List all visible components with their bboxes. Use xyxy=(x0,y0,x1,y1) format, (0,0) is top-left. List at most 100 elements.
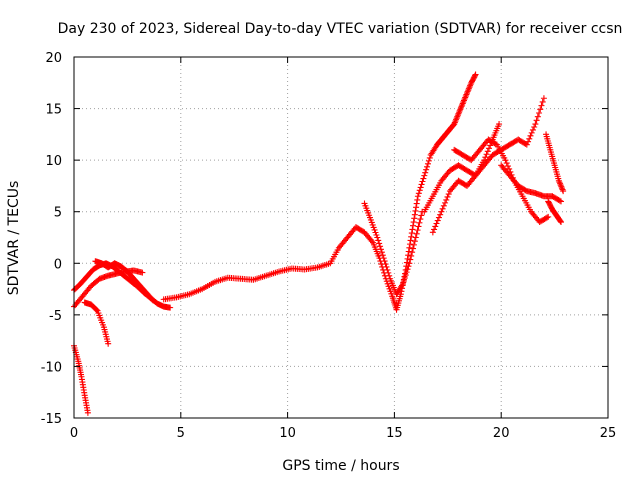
data-point xyxy=(400,277,407,284)
data-point xyxy=(84,409,91,416)
data-point xyxy=(411,211,418,218)
data-point xyxy=(444,193,451,200)
data-point xyxy=(482,154,489,161)
data-point xyxy=(527,132,534,139)
data-point xyxy=(407,256,414,263)
data-point xyxy=(416,187,423,194)
data-point xyxy=(558,198,565,205)
data-point xyxy=(557,218,564,225)
data-point xyxy=(404,266,411,273)
x-tick-label: 5 xyxy=(177,426,185,441)
y-tick-label: 0 xyxy=(54,257,62,272)
data-point xyxy=(426,154,433,161)
data-point xyxy=(415,223,422,230)
data-point xyxy=(406,241,413,248)
data-point xyxy=(496,121,503,128)
chart-title: Day 230 of 2023, Sidereal Day-to-day VTE… xyxy=(58,21,623,37)
data-point xyxy=(386,272,393,279)
y-tick-label: 20 xyxy=(45,51,62,66)
y-tick-label: 10 xyxy=(45,154,62,169)
data-point xyxy=(404,255,411,262)
data-point xyxy=(487,142,494,149)
data-point xyxy=(413,200,420,207)
data-point xyxy=(376,240,383,247)
data-point xyxy=(405,248,412,255)
data-point xyxy=(403,269,410,276)
data-point xyxy=(429,229,436,236)
data-point xyxy=(485,145,492,152)
data-point xyxy=(405,263,412,270)
data-point xyxy=(410,245,417,252)
data-point xyxy=(402,272,409,279)
data-point xyxy=(433,220,440,227)
data-point xyxy=(425,157,432,164)
data-point xyxy=(417,216,424,223)
data-point xyxy=(411,215,418,222)
data-point xyxy=(537,106,544,113)
plot-frame xyxy=(73,56,609,419)
data-point xyxy=(382,261,389,268)
data-point xyxy=(442,199,449,206)
data-point xyxy=(93,306,100,313)
data-point xyxy=(483,151,490,158)
y-tick-label: -5 xyxy=(49,309,62,324)
data-point xyxy=(416,219,423,226)
data-point xyxy=(401,275,408,282)
data-point xyxy=(413,230,420,237)
data-point xyxy=(149,296,156,303)
data-point xyxy=(528,129,535,136)
data-point xyxy=(421,172,428,179)
data-point xyxy=(399,280,406,287)
data-point xyxy=(139,269,146,276)
data-point xyxy=(384,266,391,273)
data-point xyxy=(534,113,541,120)
x-tick-label: 20 xyxy=(493,426,510,441)
data-point xyxy=(440,202,447,209)
y-axis-title: SDTVAR / TECUs xyxy=(6,181,22,296)
x-axis-title: GPS time / hours xyxy=(282,458,399,474)
data-point xyxy=(374,234,381,241)
data-point xyxy=(379,252,386,259)
data-point xyxy=(413,204,420,211)
data-point xyxy=(406,244,413,251)
data-point xyxy=(414,227,421,234)
x-tick-label: 25 xyxy=(600,426,617,441)
data-point xyxy=(532,121,539,128)
data-point xyxy=(481,157,488,164)
data-point xyxy=(504,163,511,170)
data-point xyxy=(150,297,157,304)
data-point xyxy=(533,117,540,124)
data-point xyxy=(375,237,382,244)
data-point xyxy=(405,252,412,259)
data-point xyxy=(471,72,478,79)
data-point xyxy=(503,160,510,167)
data-point xyxy=(380,255,387,262)
data-point xyxy=(422,169,429,176)
data-point xyxy=(438,208,445,215)
data-point xyxy=(558,219,565,226)
axis-ticks: 0 5 10 15 20 25 -15 -10 -5 0 5 10 15 20 xyxy=(41,51,617,441)
data-point xyxy=(484,148,491,155)
data-point xyxy=(423,166,430,173)
data-point xyxy=(443,196,450,203)
data-point xyxy=(419,178,426,185)
data-point xyxy=(408,230,415,237)
data-point xyxy=(377,243,384,250)
data-point xyxy=(434,217,441,224)
data-point xyxy=(539,98,546,105)
data-point xyxy=(536,109,543,116)
data-points xyxy=(71,71,567,416)
data-point xyxy=(417,184,424,191)
data-point xyxy=(431,226,438,233)
data-point xyxy=(502,157,509,164)
data-point xyxy=(529,126,536,133)
data-point xyxy=(414,196,421,203)
data-point xyxy=(167,304,174,311)
data-point xyxy=(424,163,431,170)
data-point xyxy=(418,181,425,188)
data-point xyxy=(432,223,439,230)
data-point xyxy=(526,135,533,142)
x-tick-label: 10 xyxy=(279,426,296,441)
data-point xyxy=(525,138,532,145)
data-point xyxy=(408,252,415,259)
